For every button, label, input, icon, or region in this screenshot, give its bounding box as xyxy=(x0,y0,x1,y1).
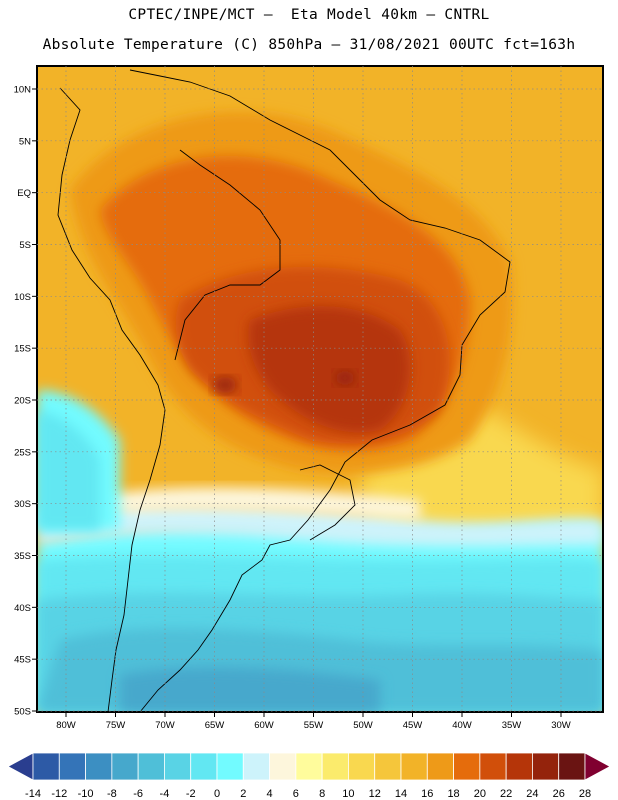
map-title-line-1: CPTEC/INPE/MCT – Eta Model 40km – CNTRL xyxy=(128,7,490,23)
colorbar-label: -8 xyxy=(107,788,117,800)
colorbar-label: 24 xyxy=(526,788,538,800)
colorbar-label: -2 xyxy=(186,788,196,800)
colorbar-swatch xyxy=(374,752,402,781)
colorbar: -14 -12 -10 -8 -6 -4 -2 0 2 4 6 8 10 12 14 16 18 20 22 24 26… xyxy=(7,752,611,800)
lat-label: 15S xyxy=(14,344,31,355)
colorbar-swatch xyxy=(216,752,244,781)
colorbar-label: 8 xyxy=(319,788,325,800)
colorbar-swatch xyxy=(295,752,323,781)
colorbar-label: 26 xyxy=(553,788,565,800)
colorbar-swatch xyxy=(190,752,218,781)
lon-label: 55W xyxy=(304,720,324,731)
colorbar-low-arrow xyxy=(7,752,34,781)
colorbar-label: 12 xyxy=(369,788,381,800)
colorbar-swatch xyxy=(32,752,60,781)
lat-label: 45S xyxy=(14,655,31,666)
colorbar-swatch xyxy=(400,752,428,781)
coastlines xyxy=(57,69,511,712)
lat-label: 50S xyxy=(14,707,31,718)
colorbar-label: -12 xyxy=(51,788,67,800)
colorbar-swatch xyxy=(453,752,481,781)
lat-label: 5S xyxy=(19,240,31,251)
lon-label: 60W xyxy=(254,720,274,731)
lon-label: 45W xyxy=(403,720,423,731)
colorbar-swatch xyxy=(58,752,86,781)
lon-label: 75W xyxy=(106,720,126,731)
colorbar-swatch xyxy=(558,752,586,781)
colorbar-label: 22 xyxy=(500,788,512,800)
colorbar-swatch xyxy=(242,752,270,781)
lat-label: 40S xyxy=(14,603,31,614)
lat-label: 30S xyxy=(14,499,31,510)
temperature-field xyxy=(37,66,603,712)
colorbar-swatch xyxy=(85,752,113,781)
lon-label: 70W xyxy=(155,720,175,731)
lat-label: 10S xyxy=(14,292,31,303)
colorbar-swatch xyxy=(137,752,165,781)
lat-label: 5N xyxy=(19,136,31,147)
colorbar-swatch xyxy=(164,752,192,781)
colorbar-label: -6 xyxy=(133,788,143,800)
lat-label: 35S xyxy=(14,551,31,562)
colorbar-label: 4 xyxy=(267,788,273,800)
latitude-axis: 10N 5N EQ 5S 10S 15S 20S 25S 30S 35S 40S 45S 50S xyxy=(14,85,37,718)
colorbar-swatch xyxy=(111,752,139,781)
colorbar-label: 18 xyxy=(447,788,459,800)
colorbar-swatch xyxy=(321,752,349,781)
lon-label: 40W xyxy=(452,720,472,731)
colorbar-label: 0 xyxy=(214,788,220,800)
colorbar-high-arrow xyxy=(584,752,611,781)
colorbar-label: -14 xyxy=(25,788,41,800)
colorbar-label: 6 xyxy=(293,788,299,800)
colorbar-label: -10 xyxy=(78,788,94,800)
map-title-line-2: Absolute Temperature (C) 850hPa – 31/08/… xyxy=(42,37,576,53)
lon-label: 80W xyxy=(56,720,76,731)
colorbar-swatch xyxy=(348,752,376,781)
lon-label: 35W xyxy=(502,720,522,731)
lon-label: 65W xyxy=(205,720,225,731)
lat-label: 20S xyxy=(14,396,31,407)
colorbar-label: 2 xyxy=(240,788,246,800)
colorbar-label: 14 xyxy=(395,788,407,800)
colorbar-label: 20 xyxy=(474,788,486,800)
colorbar-swatch xyxy=(505,752,533,781)
lat-label: 25S xyxy=(14,447,31,458)
lat-label: 10N xyxy=(14,85,32,96)
colorbar-swatch xyxy=(532,752,560,781)
longitude-axis: 80W 75W 70W 65W 60W 55W 50W 45W 40W 35W 30W xyxy=(56,712,571,731)
lon-label: 30W xyxy=(551,720,571,731)
map-frame xyxy=(36,65,604,713)
colorbar-swatch xyxy=(269,752,297,781)
lat-label: EQ xyxy=(17,188,31,199)
colorbar-swatch xyxy=(426,752,454,781)
colorbar-label: 10 xyxy=(342,788,354,800)
lon-label: 50W xyxy=(353,720,373,731)
colorbar-label: 16 xyxy=(421,788,433,800)
colorbar-swatch xyxy=(479,752,507,781)
colorbar-label: 28 xyxy=(579,788,591,800)
colorbar-label: -4 xyxy=(160,788,170,800)
